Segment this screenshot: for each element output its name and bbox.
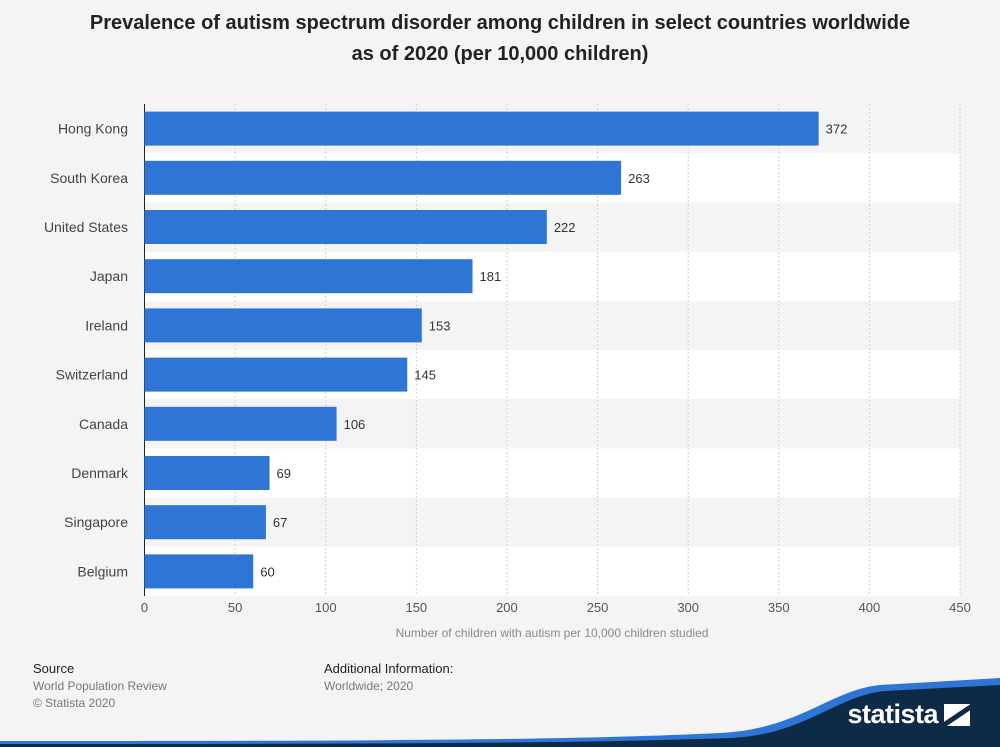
additional-info-heading: Additional Information: [324, 661, 454, 676]
value-label: 181 [480, 269, 502, 284]
value-label: 60 [260, 564, 274, 579]
x-tick-label: 100 [315, 600, 337, 615]
value-label: 145 [414, 368, 436, 383]
row-band [144, 448, 960, 498]
x-axis-title: Number of children with autism per 10,00… [396, 626, 709, 640]
value-labels: 372 263 222 181 153 145 106 69 67 60 [260, 122, 847, 580]
value-label: 372 [826, 122, 848, 137]
bar-chart: Hong Kong South Korea United States Japan Ir… [44, 104, 971, 640]
value-label: 67 [273, 515, 287, 530]
bar[interactable] [144, 308, 422, 343]
statista-logo-icon [944, 703, 970, 726]
value-label: 69 [277, 466, 291, 481]
x-tick-label: 50 [228, 600, 242, 615]
value-label: 106 [344, 417, 366, 432]
bar[interactable] [144, 160, 622, 195]
row-band [144, 546, 960, 596]
source-line-1: World Population Review [33, 679, 167, 693]
bar[interactable] [144, 505, 266, 540]
value-label: 263 [628, 171, 650, 186]
source-heading: Source [33, 661, 75, 676]
additional-info-line: Worldwide; 2020 [324, 679, 414, 693]
chart-title-line-2: as of 2020 (per 10,000 children) [351, 43, 649, 65]
row-band [144, 497, 960, 547]
category-label: South Korea [50, 170, 128, 186]
category-label: Ireland [85, 317, 128, 333]
x-tick-label: 200 [496, 600, 518, 615]
category-label: Denmark [71, 465, 129, 481]
x-tick-label: 300 [677, 600, 699, 615]
source-line-2: © Statista 2020 [33, 696, 116, 710]
statista-logo[interactable]: statista [847, 699, 970, 730]
x-tick-labels: 0 50 100 150 200 250 300 350 400 450 [141, 600, 971, 615]
x-tick-label: 250 [587, 600, 609, 615]
x-tick-label: 450 [949, 600, 971, 615]
category-label: Singapore [64, 514, 128, 530]
bar[interactable] [144, 111, 819, 146]
chart-title: Prevalence of autism spectrum disorder a… [0, 8, 1000, 70]
category-label: Belgium [77, 563, 128, 579]
category-labels: Hong Kong South Korea United States Japan Ir… [44, 121, 129, 580]
x-tick-label: 350 [768, 600, 790, 615]
bar[interactable] [144, 554, 254, 589]
bars [144, 111, 819, 589]
value-label: 153 [429, 318, 451, 333]
category-label: Hong Kong [58, 121, 128, 137]
bar[interactable] [144, 456, 270, 490]
bar[interactable] [144, 406, 337, 441]
category-label: Canada [79, 416, 128, 432]
x-tick-label: 400 [859, 600, 881, 615]
category-label: United States [44, 219, 128, 235]
bar[interactable] [144, 357, 408, 392]
category-label: Switzerland [56, 367, 128, 383]
x-tick-label: 0 [141, 600, 148, 615]
bar[interactable] [144, 259, 473, 294]
brand-name: statista [847, 699, 938, 729]
chart-title-line-1: Prevalence of autism spectrum disorder a… [89, 12, 911, 34]
bar[interactable] [144, 210, 547, 244]
category-label: Japan [90, 268, 128, 284]
x-tick-label: 150 [405, 600, 427, 615]
value-label: 222 [554, 220, 576, 235]
